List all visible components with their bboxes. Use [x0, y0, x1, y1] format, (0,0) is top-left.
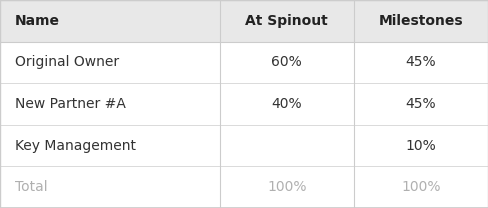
Text: New Partner #A: New Partner #A: [15, 97, 125, 111]
Text: Key Management: Key Management: [15, 139, 136, 153]
Text: 45%: 45%: [406, 55, 436, 69]
Text: Original Owner: Original Owner: [15, 55, 119, 69]
FancyBboxPatch shape: [0, 166, 488, 208]
FancyBboxPatch shape: [0, 42, 488, 83]
Text: 100%: 100%: [401, 180, 441, 194]
Text: Name: Name: [15, 14, 60, 28]
Text: 45%: 45%: [406, 97, 436, 111]
Text: At Spinout: At Spinout: [245, 14, 328, 28]
Text: Total: Total: [15, 180, 47, 194]
Text: Milestones: Milestones: [379, 14, 463, 28]
Text: 60%: 60%: [271, 55, 302, 69]
Text: 100%: 100%: [267, 180, 306, 194]
FancyBboxPatch shape: [0, 125, 488, 166]
FancyBboxPatch shape: [0, 83, 488, 125]
Text: 40%: 40%: [271, 97, 302, 111]
FancyBboxPatch shape: [0, 0, 488, 42]
Text: 10%: 10%: [406, 139, 436, 153]
